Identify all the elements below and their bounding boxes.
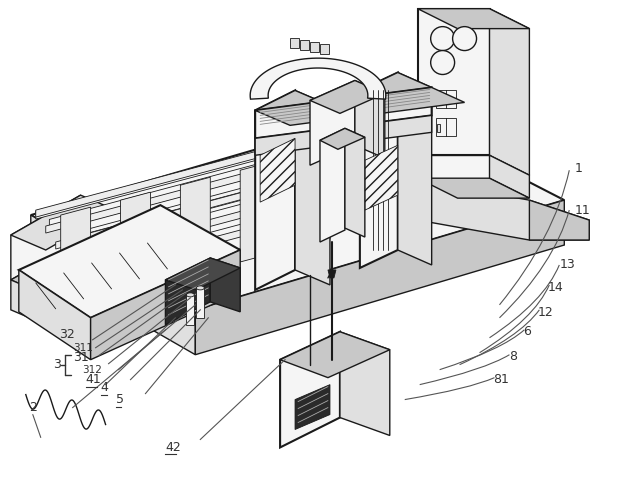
Text: 8: 8 <box>509 350 518 363</box>
Polygon shape <box>418 178 529 198</box>
Polygon shape <box>66 170 395 265</box>
Text: 6: 6 <box>523 326 531 338</box>
Polygon shape <box>36 122 365 217</box>
Polygon shape <box>300 148 330 247</box>
Polygon shape <box>355 80 385 158</box>
Polygon shape <box>290 38 299 48</box>
Polygon shape <box>36 124 365 219</box>
Text: 311: 311 <box>72 342 92 352</box>
Polygon shape <box>77 148 406 244</box>
Polygon shape <box>360 72 398 268</box>
Ellipse shape <box>196 286 204 290</box>
Polygon shape <box>61 207 91 307</box>
Text: 14: 14 <box>548 282 563 294</box>
Polygon shape <box>320 128 345 242</box>
Text: 81: 81 <box>494 373 509 386</box>
Polygon shape <box>280 332 390 378</box>
Polygon shape <box>166 258 210 325</box>
Polygon shape <box>328 270 336 278</box>
Polygon shape <box>11 280 46 325</box>
Polygon shape <box>437 96 439 104</box>
Polygon shape <box>436 90 456 108</box>
Polygon shape <box>300 40 309 50</box>
Polygon shape <box>360 72 432 106</box>
Polygon shape <box>365 146 398 210</box>
Text: 11: 11 <box>574 204 590 216</box>
Polygon shape <box>240 162 270 262</box>
Text: 3: 3 <box>52 358 61 371</box>
Polygon shape <box>418 156 489 180</box>
Polygon shape <box>11 240 116 295</box>
Text: 12: 12 <box>538 306 553 320</box>
Polygon shape <box>418 180 589 240</box>
Polygon shape <box>340 332 390 436</box>
Polygon shape <box>31 215 196 354</box>
Polygon shape <box>63 140 392 236</box>
Circle shape <box>431 26 454 50</box>
Polygon shape <box>255 90 330 126</box>
Text: 5: 5 <box>116 393 124 406</box>
Text: 4: 4 <box>101 381 109 394</box>
Polygon shape <box>166 258 240 290</box>
Polygon shape <box>255 88 464 126</box>
Polygon shape <box>310 80 385 114</box>
Polygon shape <box>255 116 432 156</box>
Polygon shape <box>418 8 489 156</box>
Polygon shape <box>398 72 432 265</box>
Text: 42: 42 <box>166 441 181 454</box>
Text: 13: 13 <box>559 258 575 272</box>
Polygon shape <box>255 88 432 138</box>
Polygon shape <box>196 200 564 354</box>
Circle shape <box>452 26 476 50</box>
Polygon shape <box>196 288 204 318</box>
Polygon shape <box>181 177 210 277</box>
Polygon shape <box>418 8 529 28</box>
Polygon shape <box>489 156 529 198</box>
Polygon shape <box>280 332 340 448</box>
Polygon shape <box>19 205 240 318</box>
Polygon shape <box>310 42 319 51</box>
Text: 32: 32 <box>59 328 74 342</box>
Polygon shape <box>46 138 375 233</box>
Polygon shape <box>437 124 439 132</box>
Polygon shape <box>56 154 385 249</box>
Polygon shape <box>320 128 365 150</box>
Polygon shape <box>104 165 433 261</box>
Polygon shape <box>11 195 116 250</box>
Polygon shape <box>295 384 330 430</box>
Polygon shape <box>250 58 386 99</box>
Polygon shape <box>260 138 295 202</box>
Polygon shape <box>11 195 81 280</box>
Polygon shape <box>76 186 405 281</box>
Text: 312: 312 <box>82 364 102 374</box>
Text: 2: 2 <box>29 401 37 414</box>
Polygon shape <box>310 80 355 165</box>
Polygon shape <box>489 8 529 175</box>
Text: 31: 31 <box>72 351 88 364</box>
Polygon shape <box>19 270 91 360</box>
Text: 1: 1 <box>574 162 582 174</box>
Polygon shape <box>90 156 419 252</box>
Polygon shape <box>436 118 456 136</box>
Polygon shape <box>320 44 329 54</box>
Text: 41: 41 <box>86 373 101 386</box>
Polygon shape <box>345 128 365 237</box>
Polygon shape <box>91 250 240 360</box>
Polygon shape <box>295 90 330 285</box>
Polygon shape <box>210 258 240 312</box>
Circle shape <box>431 50 454 74</box>
Polygon shape <box>529 200 589 240</box>
Polygon shape <box>186 295 194 325</box>
Polygon shape <box>49 132 379 228</box>
Ellipse shape <box>186 293 194 297</box>
Polygon shape <box>255 90 295 290</box>
Polygon shape <box>86 202 415 297</box>
Polygon shape <box>31 110 564 310</box>
Polygon shape <box>121 192 151 292</box>
